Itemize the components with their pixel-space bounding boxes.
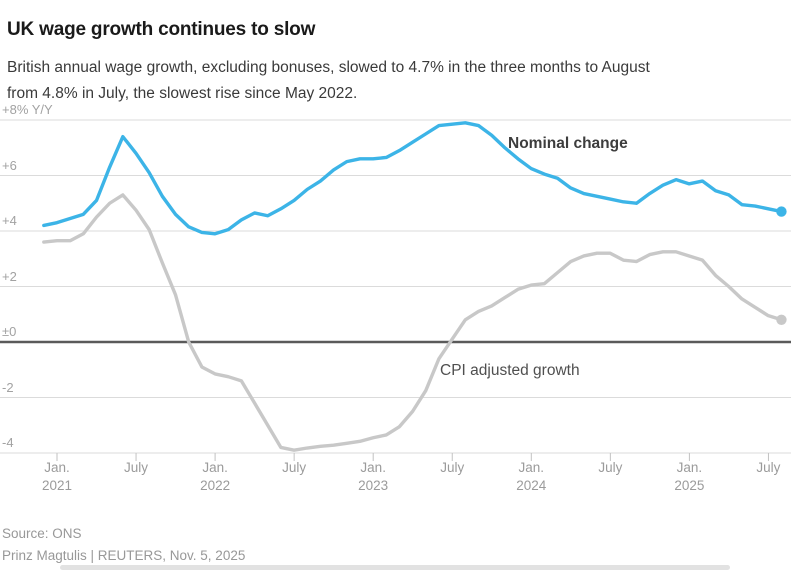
chart-subtitle: British annual wage growth, excluding bo… bbox=[7, 58, 650, 102]
x-axis-tick-label: July bbox=[282, 460, 307, 475]
y-axis-tick-label: -4 bbox=[2, 435, 14, 450]
x-axis-tick-label: July bbox=[598, 460, 623, 475]
x-axis-year-label: 2024 bbox=[516, 478, 547, 493]
y-axis-tick-label: +8% Y/Y bbox=[2, 102, 53, 117]
x-axis-tick-label: July bbox=[124, 460, 149, 475]
y-axis-tick-label: +4 bbox=[2, 213, 17, 228]
x-axis-tick-label: Jan. 2024 bbox=[499, 459, 563, 495]
horizontal-scrollbar-thumb[interactable] bbox=[60, 565, 730, 570]
x-axis-year-label: 2023 bbox=[358, 478, 389, 493]
x-axis-tick-label: July bbox=[756, 460, 781, 475]
x-axis-tick-label: Jan. 2022 bbox=[183, 459, 247, 495]
nominal-change-series-label: Nominal change bbox=[508, 135, 628, 152]
y-axis-tick-label: -2 bbox=[2, 379, 14, 395]
source-note: Source: ONS bbox=[2, 526, 82, 541]
y-axis-tick-label: +6 bbox=[2, 157, 17, 173]
x-axis-year-label: 2025 bbox=[674, 478, 705, 493]
chart-title: UK wage growth continues to slow bbox=[7, 18, 316, 40]
byline: Prinz Magtulis | REUTERS, Nov. 5, 2025 bbox=[2, 548, 246, 563]
x-axis-year-label: 2022 bbox=[200, 478, 231, 493]
y-axis-tick-label: ±0 bbox=[2, 324, 17, 339]
x-axis-tick-label: Jan. 2023 bbox=[341, 459, 405, 495]
y-axis-tick-label: +2 bbox=[2, 268, 17, 284]
x-axis-year-label: 2021 bbox=[41, 478, 73, 493]
x-axis-tick-label: July bbox=[440, 460, 465, 475]
x-axis-tick-label: Jan. 2025 bbox=[657, 459, 721, 495]
x-axis-tick-label: Jan. 2021 bbox=[25, 459, 89, 495]
cpi-adjusted-series-label: CPI adjusted growth bbox=[440, 362, 580, 379]
